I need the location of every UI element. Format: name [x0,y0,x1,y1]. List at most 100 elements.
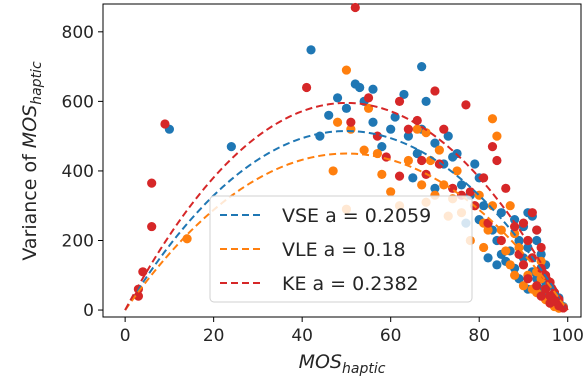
legend: VSE a = 0.2059 VLE a = 0.18 KE a = 0.238… [209,195,473,303]
scatter-point-vse [377,141,387,152]
scatter-point-ke [301,82,312,93]
legend-box [209,195,473,303]
y-axis-title-prefix: Variance of [19,148,41,260]
scatter-point-vle [479,242,489,253]
y-tick-label: 0 [83,301,94,321]
scatter-point-vse [332,93,343,103]
scatter-point-vle [341,65,352,75]
y-axis-title-base: MOS [19,105,41,148]
scatter-point-ke [536,291,546,301]
scatter-point-vle [492,131,502,141]
scatter-point-vle [510,270,520,280]
x-axis-title-sub: haptic [342,361,386,377]
y-axis-title: Variance of MOShaptic [19,61,45,261]
plot-frame [102,3,582,318]
y-axis-ticks: 0 200 400 600 800 [62,23,103,321]
scatter-point-vle [412,124,422,134]
scatter-point-ke [133,291,144,301]
scatter-point-vse [368,84,378,94]
scatter-point-ke [540,284,551,294]
scatter-point-vse [510,215,520,225]
scatter-point-vle [403,155,413,166]
fit-curve-ke [124,101,569,311]
scatter-point-ke [532,281,542,291]
x-axis-title: MOShaptic [299,351,386,377]
scatter-point-vse [355,82,365,93]
scatter-point-vle [332,117,343,127]
scatter-point-vse [532,235,542,246]
scatter-point-vse [324,110,334,120]
scatter-point-vse [443,131,453,141]
scatter-point-vse [403,131,413,141]
scatter-point-vse [368,117,378,127]
scatter-point-vse [412,148,422,159]
scatter-point-vse [536,249,546,259]
scatter-point-vse [421,96,431,106]
scatter-point-ke [394,96,405,106]
scatter-point-vse [483,253,493,263]
scatter-point-vle [514,242,524,253]
y-tick-label: 600 [62,92,94,112]
x-tick-label: 100 [551,326,583,346]
scatter-point-ke [532,225,542,235]
scatter-point-vle [377,169,387,180]
scatter-point-ke [350,2,360,13]
scatter-point-vle [505,260,515,270]
scatter-point-ke [518,218,529,228]
scatter-point-vle [505,201,515,211]
scatter-point-vle [518,281,529,291]
scatter-point-ke [523,274,533,284]
scatter-point-ke [496,235,506,246]
scatter-point-ke [430,86,440,96]
y-axis-title-sub: haptic [29,61,45,105]
scatter-point-vse [306,45,316,55]
scatter-point-vse [417,62,427,72]
scatter-point-ke [518,260,529,270]
y-tick-label: 400 [62,162,94,182]
scatter-point-ke [394,171,405,181]
scatter-point-ke [346,117,356,127]
scatter-point-ke [403,124,413,134]
scatter-point-vle [359,145,369,155]
scatter-point-ke [492,155,502,166]
scatter-point-ke [434,159,444,169]
scatter-point-vse [430,183,440,193]
x-tick-label: 60 [380,326,402,346]
scatter-point-vle [328,166,338,176]
scatter-point-ke [160,119,170,129]
legend-label-vse: VSE a = 0.2059 [282,205,431,227]
x-axis-ticks: 0 20 40 60 80 100 [120,317,584,346]
scatter-point-vle [417,180,427,190]
scatter-point-ke [363,93,374,103]
scatter-point-ke [417,155,427,166]
x-tick-label: 80 [468,326,490,346]
x-axis-title-base: MOS [299,351,342,373]
x-tick-label: 20 [203,326,225,346]
scatter-point-vse [492,260,502,270]
scatter-point-ke [461,100,471,110]
scatter-point-vle [487,114,498,124]
x-tick-label: 40 [291,326,313,346]
scatter-point-vle [452,166,462,176]
fit-curve-vse [124,130,569,311]
scatter-point-ke [439,124,449,134]
curve-layer [124,101,569,311]
scatter-point-vse [408,173,418,183]
legend-label-vle: VLE a = 0.18 [282,239,406,261]
scatter-point-vle [421,128,431,138]
scatter-point-vse [430,138,440,148]
scatter-point-vle [434,145,444,155]
scatter-point-vse [386,124,396,134]
x-tick-label: 0 [120,326,131,346]
scatter-point-ke [465,187,475,197]
scatter-point-ke [501,183,511,193]
scatter-point-ke [527,208,537,218]
fit-curve-vle [124,152,569,311]
scatter-point-ke [487,141,498,152]
scatter-point-ke [536,242,546,253]
scatter-point-vse [470,159,480,169]
scatter-point-ke [147,221,157,232]
y-tick-label: 200 [62,231,94,251]
y-tick-label: 800 [62,23,94,43]
